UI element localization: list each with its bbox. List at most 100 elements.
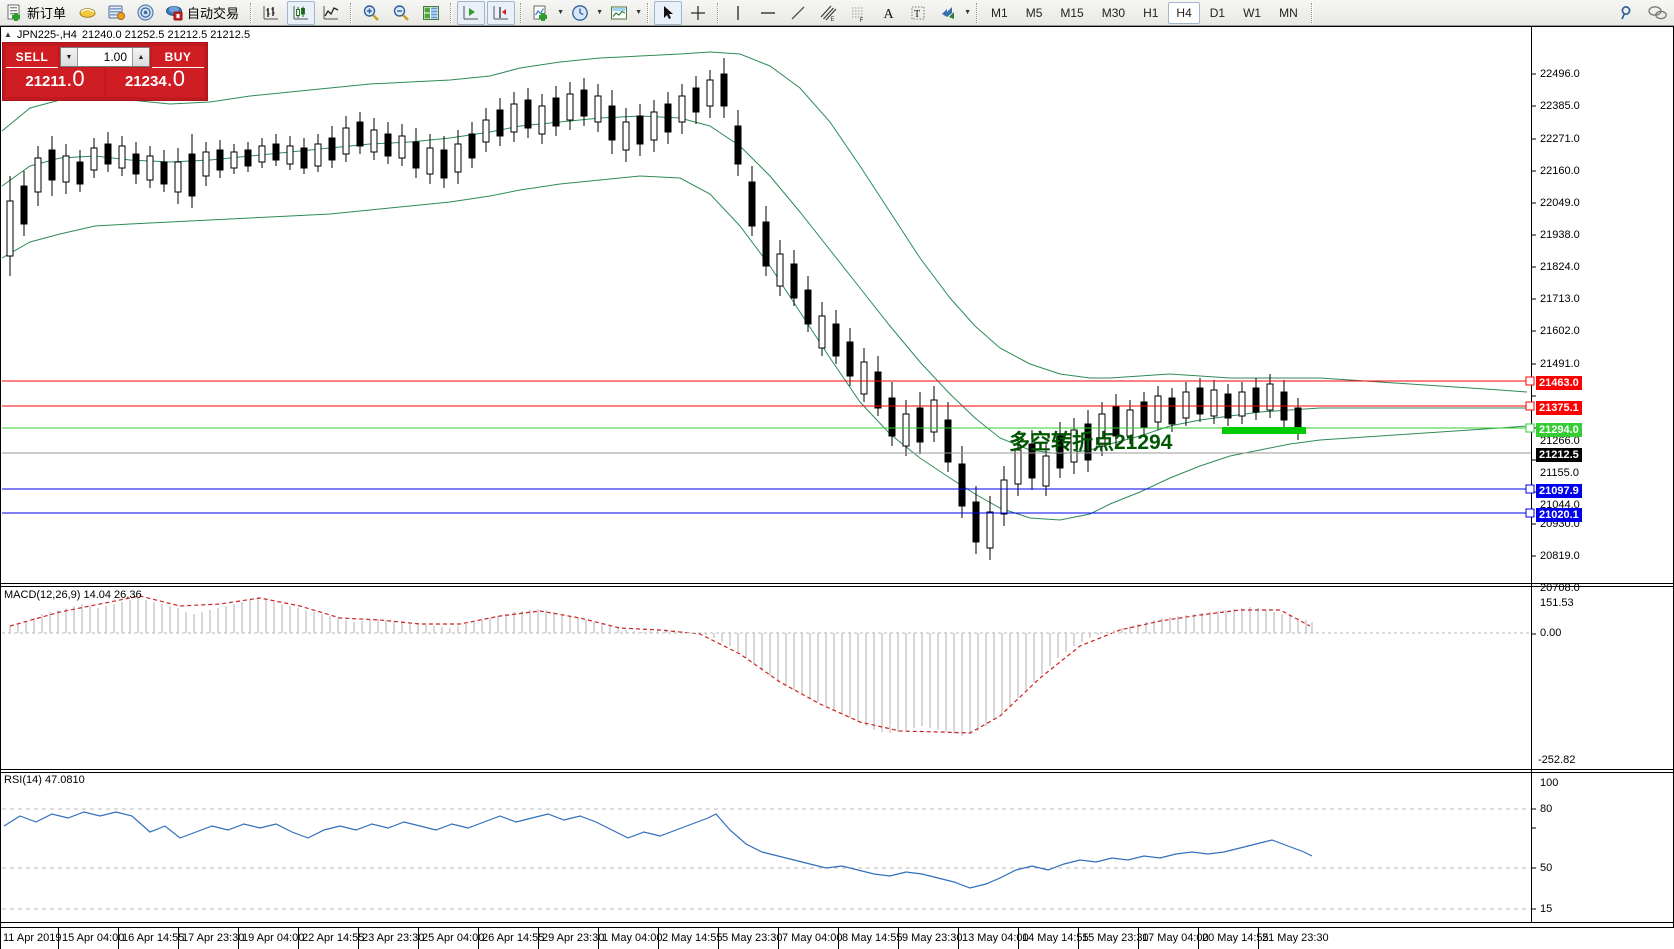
horizontal-line-tool-button[interactable] bbox=[754, 1, 782, 25]
zoom-in-button[interactable] bbox=[357, 1, 385, 25]
price-tick-2: 22271.0 bbox=[1540, 133, 1580, 145]
cursor-arrow-icon bbox=[664, 5, 674, 19]
timeframe-mn[interactable]: MN bbox=[1279, 5, 1298, 20]
buy-button-label[interactable]: BUY bbox=[152, 46, 204, 68]
templates-dropdown-caret[interactable]: ▼ bbox=[635, 9, 642, 16]
price-tick-7: 21713.0 bbox=[1540, 293, 1580, 305]
market-watch-button[interactable] bbox=[103, 1, 130, 25]
toolbar-separator-3 bbox=[450, 2, 453, 23]
price-flag-support-1[interactable]: 21097.9 bbox=[1536, 484, 1582, 498]
sell-button-label[interactable]: SELL bbox=[6, 46, 58, 68]
one-click-trading-panel[interactable]: SELL ▼ 1.00 ▲ BUY 21211 .0 21234 .0 bbox=[2, 42, 208, 101]
buy-price-fraction: .0 bbox=[166, 66, 186, 91]
bar-chart-button[interactable] bbox=[257, 1, 285, 25]
price-tick-11: 21155.0 bbox=[1540, 467, 1579, 479]
text-label-tool-button[interactable]: T bbox=[904, 1, 932, 25]
time-tick-17: 14 May 14:55 bbox=[1022, 932, 1089, 944]
chart-shift-button[interactable] bbox=[487, 0, 516, 25]
candlestick-icon bbox=[293, 5, 309, 19]
svg-text:T: T bbox=[914, 9, 920, 20]
yellow-disc-icon bbox=[79, 8, 96, 18]
timeframe-m15[interactable]: M15 bbox=[1060, 5, 1084, 20]
time-sep-2 bbox=[118, 928, 119, 949]
chat-button[interactable] bbox=[1643, 1, 1673, 25]
time-sep-11 bbox=[658, 928, 659, 949]
signal-button[interactable] bbox=[132, 1, 159, 25]
timeframe-m5[interactable]: M5 bbox=[1025, 5, 1043, 20]
crosshair-tool-button[interactable] bbox=[684, 1, 712, 25]
buy-price-button[interactable]: 21234 .0 bbox=[106, 68, 204, 97]
autotrading-button[interactable]: 自动交易 bbox=[161, 1, 245, 25]
time-tick-9: 29 Apr 23:30 bbox=[542, 932, 605, 944]
price-flag-support-2[interactable]: 21020.1 bbox=[1536, 508, 1582, 522]
price-tick-10: 21266.0 bbox=[1540, 435, 1580, 447]
macd-signal-line bbox=[9, 595, 1311, 734]
indicators-button[interactable] bbox=[527, 1, 555, 25]
timeframe-h4[interactable]: H4 bbox=[1168, 1, 1200, 24]
tile-windows-button[interactable] bbox=[417, 1, 445, 25]
price-flag-pivot[interactable]: 21294.0 bbox=[1536, 423, 1582, 437]
volume-increase-icon[interactable]: ▲ bbox=[132, 48, 149, 66]
symbol-ohlc: 21240.0 21252.5 21212.5 21212.5 bbox=[81, 28, 251, 41]
chart-area[interactable]: ▲ JPN225-,H4 21240.0 21252.5 21212.5 212… bbox=[0, 26, 1674, 949]
time-tick-2: 16 Apr 14:55 bbox=[122, 932, 185, 944]
search-button[interactable] bbox=[1613, 1, 1641, 25]
arrows-dropdown-caret[interactable]: ▼ bbox=[964, 9, 971, 16]
zoom-out-button[interactable] bbox=[387, 1, 415, 25]
cursor-tool-button[interactable] bbox=[654, 0, 683, 25]
chart-text-annotation[interactable]: 多空转折点21294 bbox=[1009, 431, 1173, 454]
sell-price-fraction: .0 bbox=[66, 66, 85, 91]
time-axis: 11 Apr 2019 15 Apr 04:00 16 Apr 14:55 17… bbox=[0, 927, 1674, 949]
sell-price-button[interactable]: 21211 .0 bbox=[6, 68, 104, 97]
line-chart-icon bbox=[323, 5, 339, 19]
chart-shift-icon bbox=[493, 5, 509, 19]
timeframe-w1[interactable]: W1 bbox=[1243, 5, 1262, 20]
time-sep-17 bbox=[1018, 928, 1019, 949]
timeframe-m1[interactable]: M1 bbox=[991, 5, 1008, 20]
auto-scroll-button[interactable] bbox=[457, 0, 486, 25]
rsi-scale-100: 100 bbox=[1540, 777, 1559, 789]
timeframe-h1[interactable]: H1 bbox=[1143, 5, 1159, 20]
fast-trading-button[interactable] bbox=[74, 1, 101, 25]
fibonacci-tool-button[interactable]: F bbox=[844, 1, 872, 25]
candlestick-chart-button[interactable] bbox=[287, 0, 316, 25]
line-chart-button[interactable] bbox=[317, 1, 345, 25]
add-indicator-icon bbox=[533, 5, 548, 21]
templates-button[interactable] bbox=[605, 1, 633, 25]
volume-input[interactable]: 1.00 bbox=[103, 50, 127, 64]
price-flag-last-price[interactable]: 21212.5 bbox=[1536, 448, 1582, 462]
text-tool-button[interactable]: A bbox=[874, 1, 902, 25]
chart-canvas[interactable] bbox=[0, 26, 1674, 949]
new-order-label: 新订单 bbox=[27, 6, 67, 21]
period-dropdown-caret[interactable]: ▼ bbox=[596, 9, 603, 16]
bollinger-lower-band bbox=[1, 175, 1528, 521]
price-tick-15: 20708.0 bbox=[1540, 582, 1580, 594]
time-tick-20: 20 May 14:55 bbox=[1202, 932, 1269, 944]
price-flag-resistance-2[interactable]: 21375.1 bbox=[1536, 401, 1582, 415]
volume-decrease-icon[interactable]: ▼ bbox=[61, 48, 78, 66]
timeframe-m30[interactable]: M30 bbox=[1101, 5, 1126, 20]
period-button[interactable] bbox=[566, 1, 594, 25]
equidistant-channel-tool-button[interactable]: E bbox=[814, 1, 842, 25]
volume-stepper[interactable]: ▼ 1.00 ▲ bbox=[60, 47, 150, 67]
vertical-line-tool-button[interactable] bbox=[724, 1, 752, 25]
new-order-button[interactable]: 新订单 bbox=[1, 1, 72, 25]
time-sep-7 bbox=[418, 928, 419, 949]
collapse-arrow-icon[interactable]: ▲ bbox=[4, 30, 12, 39]
time-sep-9 bbox=[538, 928, 539, 949]
toolbar-separator-1 bbox=[250, 2, 253, 23]
toolbar-separator-5 bbox=[647, 2, 650, 23]
time-sep-5 bbox=[298, 928, 299, 949]
timeframe-d1[interactable]: D1 bbox=[1209, 5, 1226, 20]
rsi-scale-15: 15 bbox=[1540, 903, 1553, 915]
trendline-tool-button[interactable] bbox=[784, 1, 812, 25]
indicators-dropdown-caret[interactable]: ▼ bbox=[557, 9, 564, 16]
price-flag-resistance-1[interactable]: 21463.0 bbox=[1536, 376, 1582, 390]
time-sep-16 bbox=[958, 928, 959, 949]
price-tick-8: 21602.0 bbox=[1540, 325, 1580, 337]
clock-icon bbox=[572, 4, 588, 21]
arrows-tool-button[interactable] bbox=[934, 1, 962, 25]
time-tick-4: 19 Apr 04:00 bbox=[242, 932, 305, 944]
channel-icon: E bbox=[820, 5, 837, 23]
